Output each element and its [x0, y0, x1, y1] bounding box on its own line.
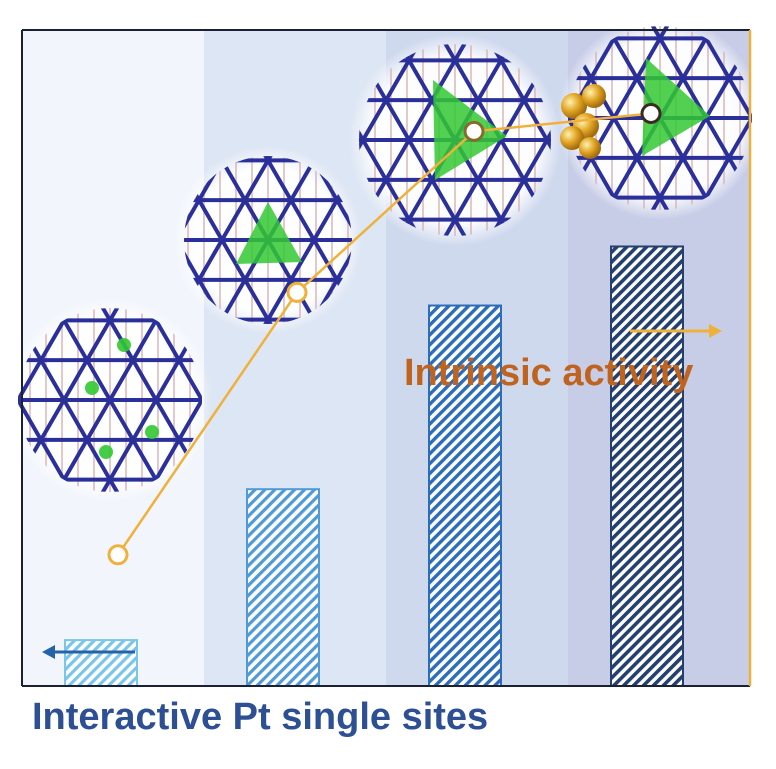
- bar: [246, 488, 320, 688]
- line-point: [640, 102, 662, 124]
- line-point: [286, 281, 308, 303]
- small-cluster-lattice-icon: [174, 146, 362, 334]
- left-axis-arrow: [42, 645, 135, 659]
- bar-series: [64, 245, 684, 688]
- x-axis-title: Interactive Pt single sites: [32, 696, 489, 738]
- line-point: [463, 120, 485, 142]
- activity-line: [116, 112, 652, 556]
- line-point: [107, 544, 129, 566]
- activity-line-series: [107, 102, 662, 566]
- structure-illustrations: [8, 16, 762, 502]
- large-cluster-lattice-icon: [349, 34, 561, 246]
- right-axis-arrow: [630, 324, 722, 338]
- bar: [428, 304, 502, 687]
- y2-axis-title: Intrinsic activity: [404, 352, 693, 394]
- bar: [610, 245, 684, 687]
- bar: [64, 639, 138, 688]
